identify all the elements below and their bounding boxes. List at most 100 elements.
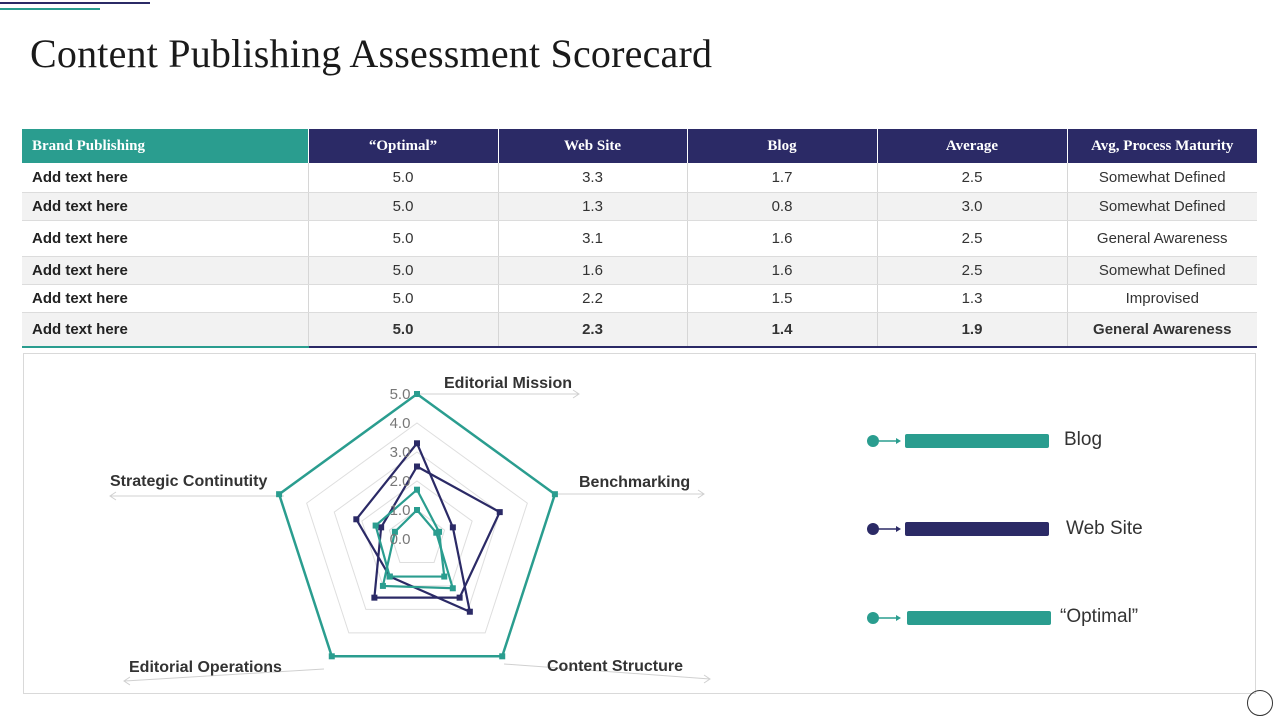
data-point (391, 528, 398, 535)
cell-maturity: General Awareness (1067, 220, 1257, 257)
data-point (386, 573, 393, 580)
header-web-site: Web Site (498, 129, 688, 163)
corner-circle-icon (1247, 690, 1273, 716)
cell-web-site: 1.6 (498, 256, 688, 285)
series-line (354, 441, 472, 614)
axis-arrowhead (109, 491, 117, 501)
page-title: Content Publishing Assessment Scorecard (30, 31, 713, 76)
cell-web-site: 3.1 (498, 220, 688, 257)
table-header-row: Brand Publishing “Optimal” Web Site Blog… (22, 129, 1257, 163)
data-point (499, 653, 506, 660)
radar-gridline (306, 422, 528, 634)
cell-label: Add text here (22, 220, 309, 257)
data-point (379, 582, 386, 589)
data-point (372, 522, 379, 529)
cell-optimal: 5.0 (308, 256, 499, 285)
cell-optimal: 5.0 (308, 312, 499, 348)
radar-gridline (278, 393, 556, 657)
data-point (456, 594, 463, 601)
data-point (414, 486, 420, 493)
data-point (328, 653, 335, 660)
legend-item-optimal (866, 609, 1053, 632)
series-line (373, 465, 502, 599)
legend-label-optimal: “Optimal” (1060, 606, 1139, 627)
series-line (374, 487, 446, 578)
cell-label: Add text here (22, 256, 309, 285)
cell-average: 2.5 (877, 220, 1068, 257)
radar-chart: Editorial Mission Benchmarking Content Str… (109, 375, 711, 686)
axis-arrowhead (123, 676, 131, 686)
scorecard-table: Brand Publishing “Optimal” Web Site Blog… (22, 129, 1257, 348)
cell-blog: 1.4 (687, 312, 878, 348)
legend-marker-web-site (867, 522, 1049, 536)
axis-label: Benchmarking (579, 474, 690, 491)
cell-label: Add text here (22, 312, 309, 348)
radar-gridline (388, 509, 446, 563)
cell-web-site: 2.2 (498, 284, 688, 313)
cell-maturity: Somewhat Defined (1067, 163, 1257, 193)
legend-marker-optimal (867, 611, 1051, 625)
data-point (496, 509, 503, 516)
data-point (449, 585, 456, 592)
cell-maturity: Somewhat Defined (1067, 192, 1257, 221)
tick-label: 4.0 (390, 415, 411, 432)
data-point (441, 573, 448, 580)
tick-label: 3.0 (390, 444, 411, 461)
cell-average: 2.5 (877, 163, 1068, 193)
axis-label: Strategic Continutity (110, 473, 267, 490)
data-point (551, 491, 558, 498)
series-line (381, 508, 455, 590)
axis-arrow-line (123, 668, 325, 682)
data-point (466, 608, 473, 615)
cell-web-site: 3.3 (498, 163, 688, 193)
cell-blog: 0.8 (687, 192, 878, 221)
header-optimal: “Optimal” (308, 129, 499, 163)
cell-label: Add text here (22, 192, 309, 221)
tick-label: 2.0 (390, 473, 411, 490)
data-point (371, 594, 378, 601)
table-row-summary: Add text here 5.0 2.3 1.4 1.9 General Aw… (22, 312, 1257, 348)
radar-chart-panel: Editorial Mission Benchmarking Content Str… (23, 353, 1256, 694)
cell-blog: 1.6 (687, 256, 878, 285)
cell-average: 3.0 (877, 192, 1068, 221)
radar-gridline (333, 451, 501, 610)
header-average: Average (877, 129, 1068, 163)
cell-maturity: General Awareness (1067, 312, 1257, 348)
legend-item-web-site (866, 520, 1051, 543)
data-point (276, 491, 283, 498)
legend-label-web-site: Web Site (1066, 518, 1143, 539)
table-row: Add text here 5.0 3.3 1.7 2.5 Somewhat D… (22, 163, 1257, 193)
cell-average: 1.3 (877, 284, 1068, 313)
legend-label-blog: Blog (1064, 429, 1103, 450)
top-accent-line (0, 2, 150, 4)
axis-label: Content Structure (547, 658, 683, 675)
cell-average: 2.5 (877, 256, 1068, 285)
table-row: Add text here 5.0 1.3 0.8 3.0 Somewhat D… (22, 192, 1257, 221)
header-brand-publishing: Brand Publishing (22, 129, 309, 163)
top-accent-line-teal (0, 8, 100, 10)
cell-label: Add text here (22, 163, 309, 193)
cell-average: 1.9 (877, 312, 1068, 348)
cell-blog: 1.7 (687, 163, 878, 193)
data-point (378, 524, 385, 531)
tick-label: 0.0 (390, 531, 411, 548)
axis-arrow-line (503, 663, 711, 680)
axis-label: Editorial Mission (444, 375, 572, 392)
cell-optimal: 5.0 (308, 220, 499, 257)
cell-blog: 1.5 (687, 284, 878, 313)
cell-web-site: 1.3 (498, 192, 688, 221)
table-row: Add text here 5.0 2.2 1.5 1.3 Improvised (22, 284, 1257, 313)
cell-maturity: Improvised (1067, 284, 1257, 313)
legend-marker-blog (867, 434, 1049, 448)
axis-arrowhead (697, 489, 705, 499)
tick-label: 1.0 (390, 502, 411, 519)
data-point (414, 440, 420, 447)
data-point (414, 391, 420, 397)
cell-web-site: 2.3 (498, 312, 688, 348)
data-point (414, 463, 420, 470)
tick-label: 5.0 (390, 386, 411, 403)
cell-optimal: 5.0 (308, 284, 499, 313)
data-point (353, 516, 360, 523)
cell-optimal: 5.0 (308, 163, 499, 193)
data-point (449, 524, 456, 531)
